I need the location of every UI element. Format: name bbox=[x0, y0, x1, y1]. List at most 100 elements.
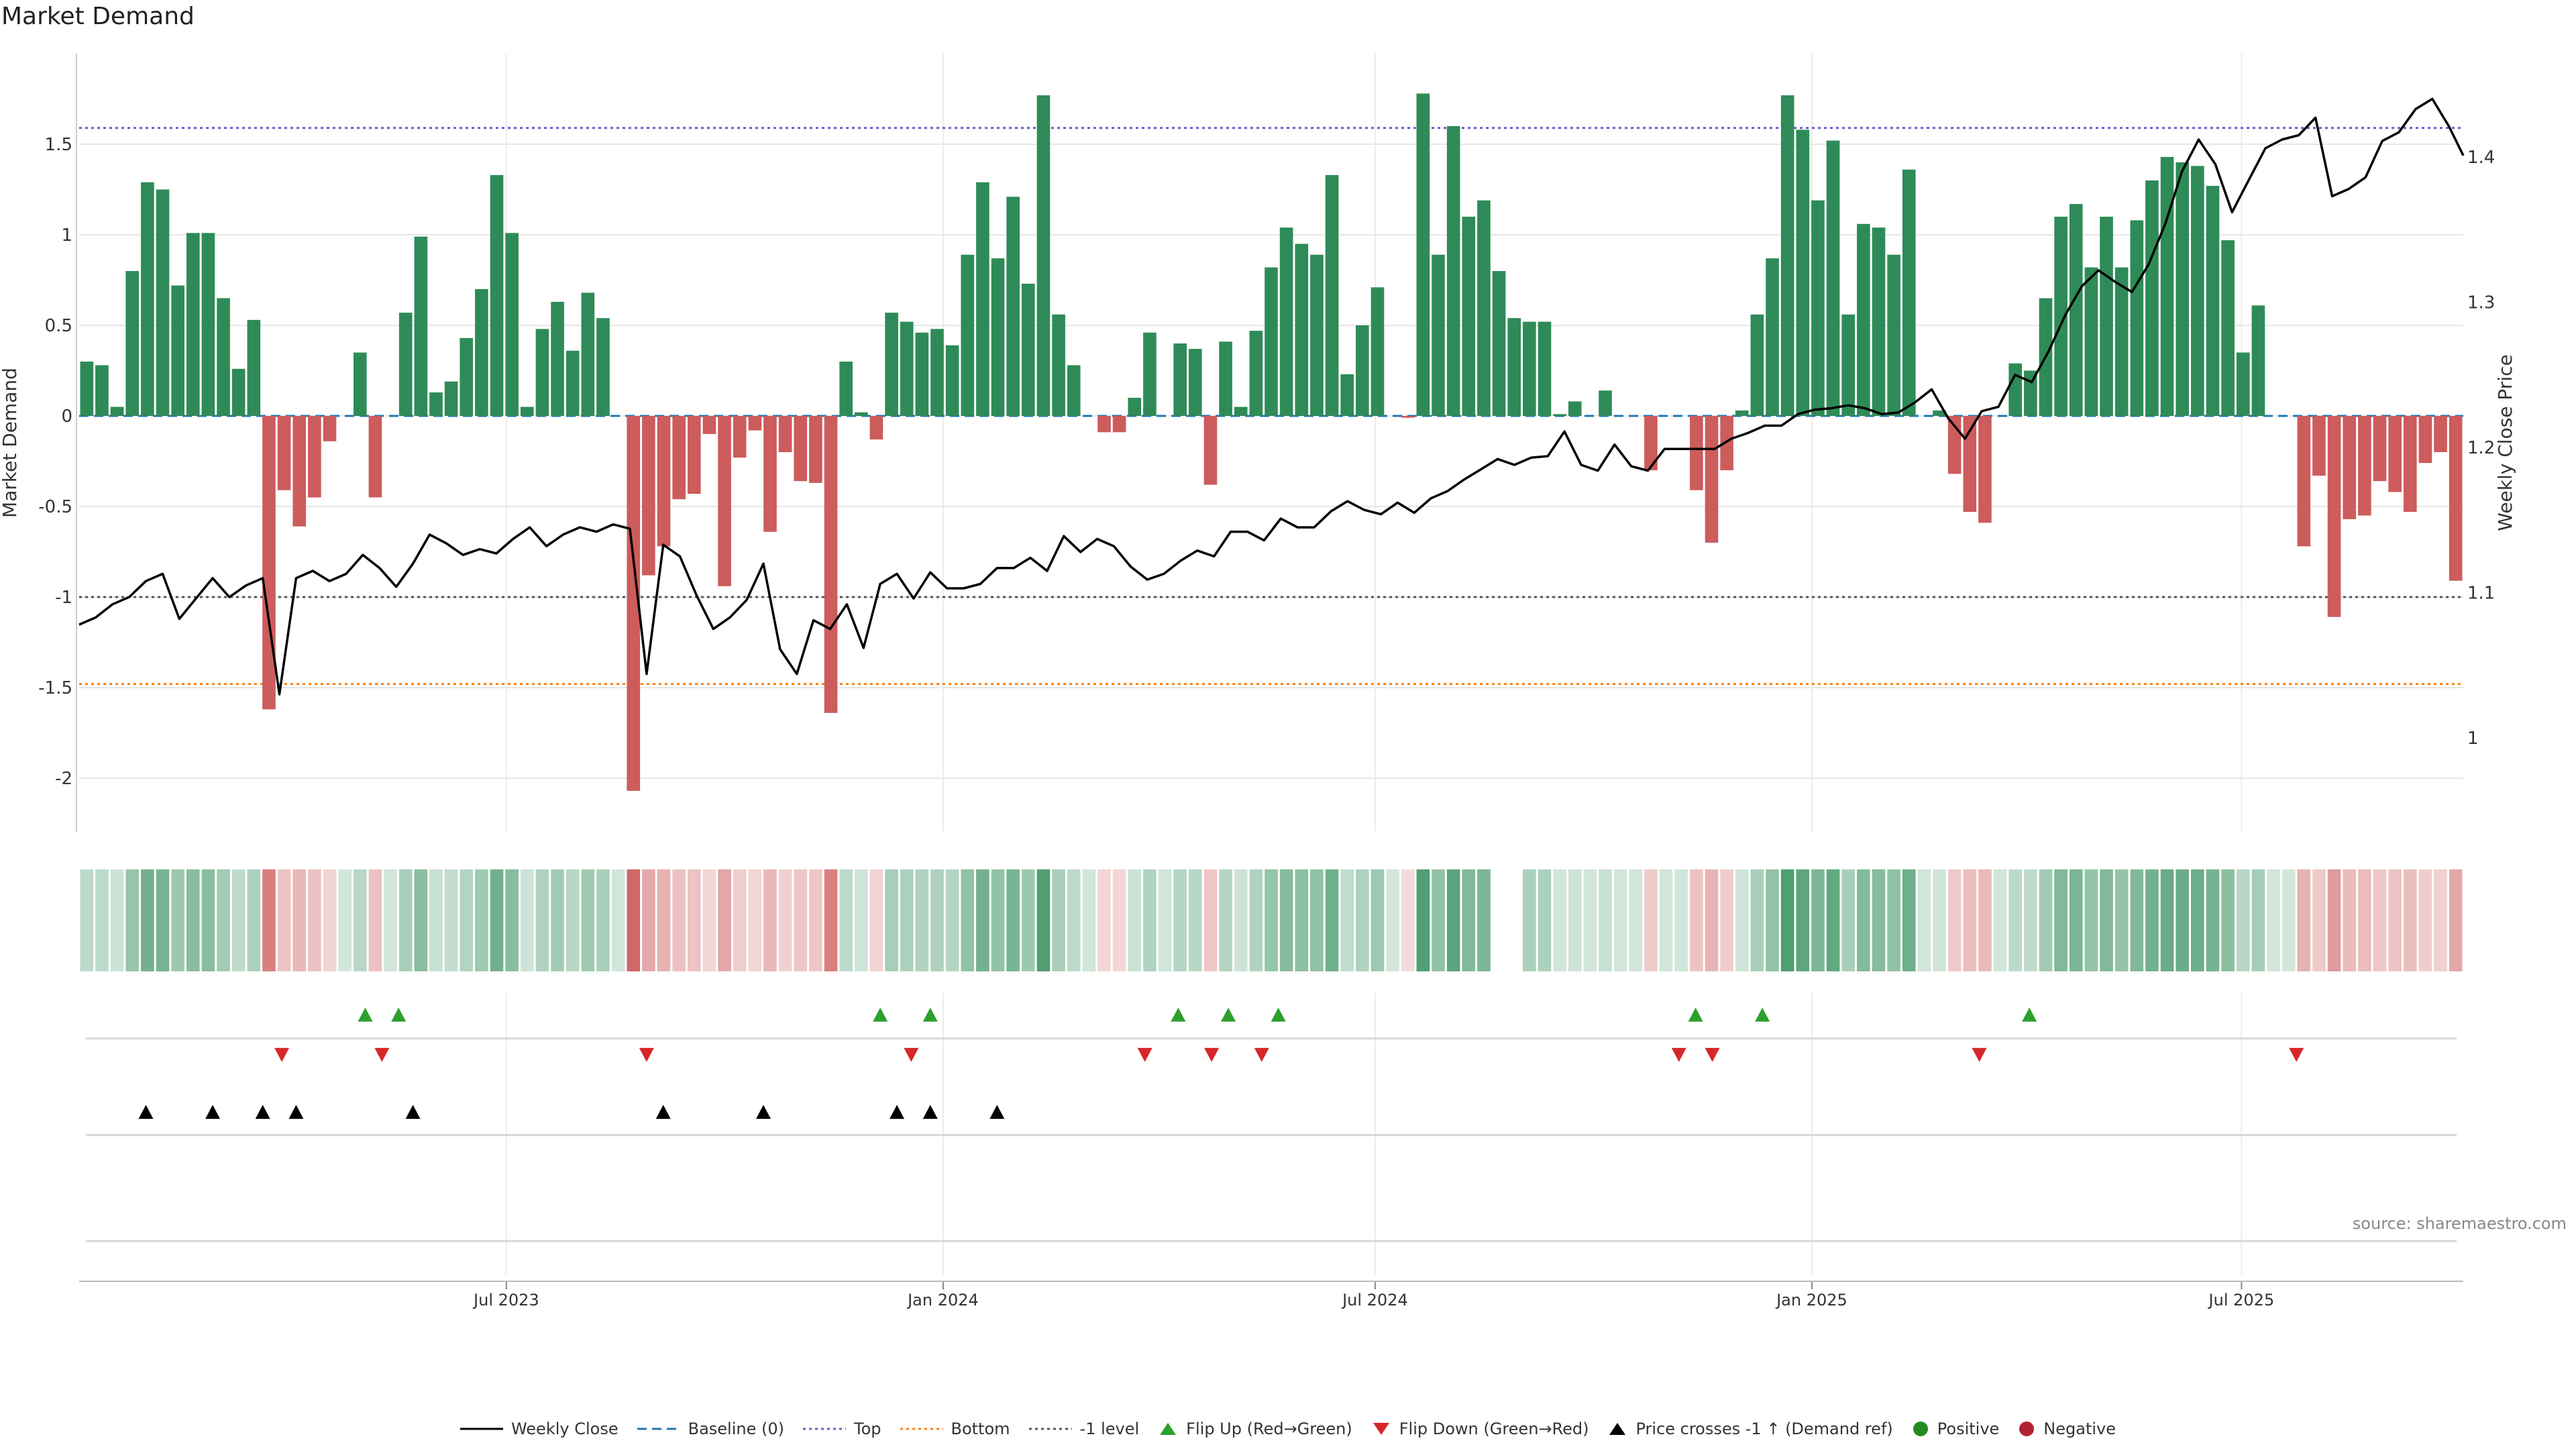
legend-item-top: Top bbox=[803, 1419, 881, 1438]
demand-bar bbox=[1705, 416, 1719, 543]
demand-bar bbox=[1128, 398, 1142, 416]
heat-cell bbox=[2449, 869, 2463, 971]
legend-label: Flip Up (Red→Green) bbox=[1186, 1419, 1352, 1438]
demand-bar bbox=[2114, 267, 2129, 416]
heat-cell bbox=[627, 869, 641, 971]
heat-cell bbox=[2403, 869, 2417, 971]
x-tick-label: Jan 2025 bbox=[1775, 1291, 1847, 1309]
weekly-close-line bbox=[78, 97, 2465, 696]
x-tick-label: Jan 2024 bbox=[906, 1291, 979, 1309]
demand-bar bbox=[1097, 416, 1111, 433]
heat-cell bbox=[2191, 869, 2204, 971]
demand-bar bbox=[2297, 416, 2311, 547]
demand-bar bbox=[2343, 416, 2357, 519]
demand-bar bbox=[262, 416, 276, 710]
demand-bar bbox=[490, 174, 504, 416]
heat-cell bbox=[1188, 869, 1202, 971]
demand-bar bbox=[1279, 227, 1293, 416]
legend-item-positive: Positive bbox=[1912, 1419, 1999, 1438]
y-tick-label: -2 bbox=[55, 769, 72, 789]
demand-bar bbox=[748, 416, 762, 431]
demand-bar bbox=[1021, 283, 1035, 416]
heat-cell bbox=[1720, 869, 1733, 971]
demand-bar bbox=[1416, 93, 1430, 416]
demand-bar bbox=[1720, 416, 1733, 470]
heat-cell bbox=[1097, 869, 1111, 971]
flip-down-marker bbox=[1254, 1048, 1269, 1062]
heat-cell bbox=[231, 869, 246, 971]
heat-cell bbox=[2069, 869, 2083, 971]
y-tick-label: 0.5 bbox=[45, 316, 72, 336]
demand-bar bbox=[915, 332, 929, 416]
flip-down-marker bbox=[274, 1048, 290, 1062]
heat-cell bbox=[429, 869, 443, 971]
heat-cell bbox=[551, 869, 564, 971]
heat-cell bbox=[748, 869, 762, 971]
y2-tick-label: 1.3 bbox=[2467, 293, 2495, 313]
legend: Weekly Close Baseline (0) Top Bottom -1 … bbox=[0, 1419, 2576, 1438]
price-cross-marker bbox=[138, 1105, 154, 1119]
heat-cell bbox=[1477, 869, 1491, 971]
heat-cell bbox=[2434, 869, 2447, 971]
heat-cell bbox=[945, 869, 959, 971]
demand-bar bbox=[1538, 321, 1552, 416]
heat-cell bbox=[2373, 869, 2387, 971]
signal-markers bbox=[138, 1008, 2304, 1119]
heat-cell bbox=[839, 869, 853, 971]
heat-cell bbox=[1143, 869, 1157, 971]
x-tick-label: Jul 2025 bbox=[2208, 1291, 2275, 1309]
demand-bar bbox=[1006, 197, 1020, 416]
heat-cell bbox=[156, 869, 170, 971]
circle-icon bbox=[1913, 1421, 1928, 1436]
heat-cell bbox=[1978, 869, 1992, 971]
heat-cell bbox=[611, 869, 625, 971]
demand-bar bbox=[247, 319, 261, 416]
heat-cell bbox=[930, 869, 944, 971]
heat-cell bbox=[991, 869, 1005, 971]
heat-cell bbox=[1735, 869, 1749, 971]
demand-bar bbox=[1887, 254, 1900, 416]
y-tick-label: 1.5 bbox=[45, 135, 72, 155]
flip-down-marker bbox=[1705, 1048, 1720, 1062]
demand-bar bbox=[1143, 332, 1157, 416]
demand-bar bbox=[1933, 410, 1946, 416]
heat-cell bbox=[535, 869, 549, 971]
triangle-up-icon bbox=[1160, 1423, 1177, 1435]
demand-bar bbox=[809, 416, 822, 483]
heat-cell bbox=[824, 869, 838, 971]
demand-bar bbox=[1219, 341, 1232, 416]
price-cross-marker bbox=[205, 1105, 221, 1119]
heat-cell bbox=[1386, 869, 1399, 971]
demand-bar bbox=[1599, 390, 1612, 416]
heat-cell bbox=[1067, 869, 1081, 971]
demand-bar bbox=[930, 329, 944, 416]
heat-cell bbox=[323, 869, 337, 971]
heat-cell bbox=[2221, 869, 2235, 971]
heat-cell bbox=[460, 869, 474, 971]
demand-bar bbox=[657, 416, 671, 547]
heat-cell bbox=[1887, 869, 1900, 971]
demand-heat-strip bbox=[80, 869, 2463, 971]
demand-bar bbox=[368, 416, 382, 498]
demand-bar bbox=[794, 416, 808, 482]
demand-bar bbox=[1750, 314, 1764, 416]
flip-up-marker bbox=[922, 1008, 938, 1022]
demand-bar bbox=[991, 258, 1005, 416]
demand-bar bbox=[2236, 352, 2250, 416]
heat-cell bbox=[869, 869, 883, 971]
demand-bar bbox=[308, 416, 321, 498]
demand-bar bbox=[1067, 365, 1081, 416]
heat-cell bbox=[490, 869, 504, 971]
demand-bar bbox=[1112, 416, 1126, 433]
heat-cell bbox=[2236, 869, 2250, 971]
demand-bar bbox=[854, 412, 868, 416]
demand-bar bbox=[1446, 126, 1460, 416]
heat-cell bbox=[1947, 869, 1962, 971]
price-cross-marker bbox=[255, 1105, 270, 1119]
heat-cell bbox=[687, 869, 701, 971]
y-axis-label: Market Demand bbox=[0, 368, 21, 518]
heat-cell bbox=[581, 869, 595, 971]
demand-bar bbox=[110, 407, 124, 416]
dotted-line-icon bbox=[1028, 1428, 1072, 1430]
demand-bar bbox=[2130, 220, 2144, 416]
